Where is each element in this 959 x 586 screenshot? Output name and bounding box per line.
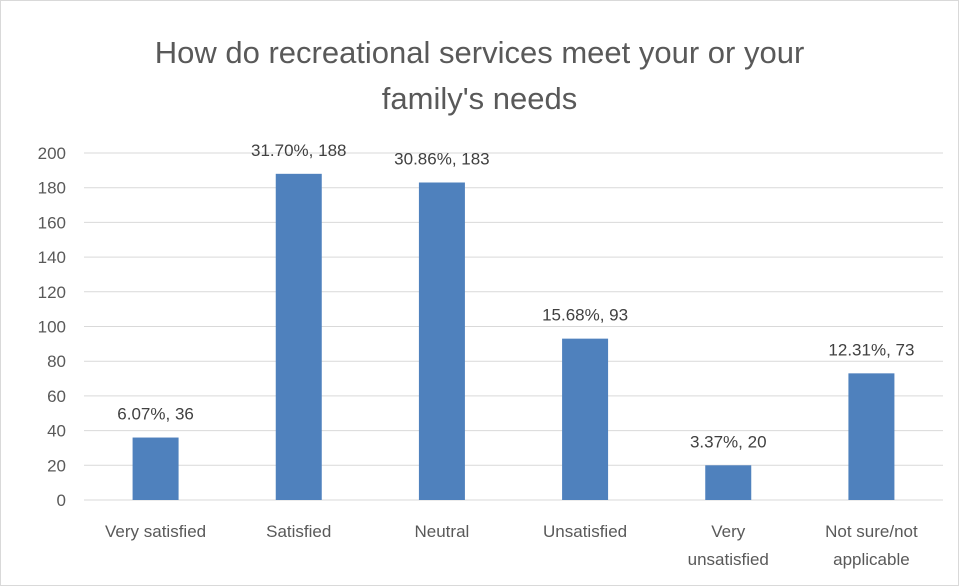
y-tick-label: 140 [38, 248, 66, 267]
bar [275, 173, 322, 500]
bar [418, 182, 465, 500]
y-tick-label: 20 [47, 456, 66, 475]
category-label: Very [711, 522, 746, 541]
chart-title-line-1: How do recreational services meet your o… [154, 35, 805, 70]
y-tick-label: 200 [38, 144, 66, 163]
data-label: 31.70%, 188 [251, 141, 346, 160]
category-label: Neutral [415, 522, 470, 541]
bar [848, 373, 895, 500]
y-tick-label: 180 [38, 179, 66, 198]
chart-title-line-2: family's needs [381, 81, 578, 116]
y-tick-label: 100 [38, 318, 66, 337]
bar [562, 338, 609, 500]
bar [132, 437, 179, 500]
category-label: Unsatisfied [543, 522, 627, 541]
data-label: 15.68%, 93 [542, 306, 628, 325]
y-tick-label: 60 [47, 387, 66, 406]
y-tick-label: 0 [57, 491, 66, 510]
chart-title: How do recreational services meet your o… [0, 30, 959, 122]
data-label: 6.07%, 36 [117, 405, 194, 424]
category-label: applicable [833, 550, 910, 569]
y-tick-label: 160 [38, 213, 66, 232]
y-tick-label: 80 [47, 352, 66, 371]
y-tick-label: 40 [47, 422, 66, 441]
category-label: Satisfied [266, 522, 331, 541]
y-tick-label: 120 [38, 283, 66, 302]
data-label: 12.31%, 73 [828, 340, 914, 359]
category-label: unsatisfied [688, 550, 769, 569]
data-label: 3.37%, 20 [690, 432, 767, 451]
data-label: 30.86%, 183 [394, 149, 489, 168]
category-label: Not sure/not [825, 522, 918, 541]
category-label: Very satisfied [105, 522, 206, 541]
bar [705, 465, 752, 500]
